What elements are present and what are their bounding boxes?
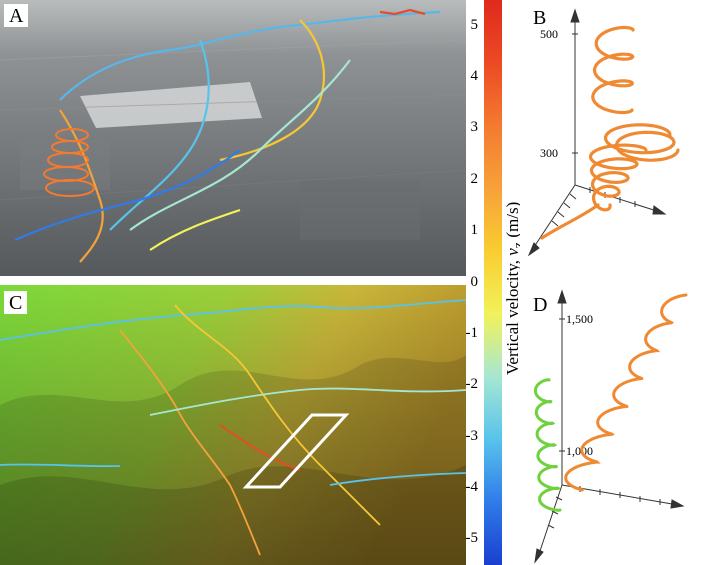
- panel-label-a: A: [4, 4, 29, 27]
- colorbar-tick-label: -4: [465, 478, 479, 495]
- helix-b-tail: [540, 203, 600, 240]
- x-axis-d: [537, 484, 563, 558]
- z-tick-label-b-300: 300: [540, 146, 558, 160]
- selection-box: [242, 413, 350, 489]
- axes-d: [534, 289, 685, 564]
- colorbar-tick-label: -1: [465, 324, 479, 341]
- colorbar-tick-label: -2: [465, 376, 479, 393]
- helix-b-lower: [588, 143, 648, 212]
- colorbar-tick-label: 0: [470, 273, 479, 290]
- panel-d-plot: 1,500 1,000: [533, 289, 688, 564]
- panel-b-plot: 500 300: [527, 8, 680, 257]
- panel-c-scene: [0, 285, 466, 565]
- colorbar-tick-label: 3: [470, 119, 479, 136]
- colorbar-tick-label: 1: [470, 222, 479, 239]
- flight-tracks-a: [14, 8, 441, 263]
- flight-tracks-c: [0, 299, 466, 556]
- helix-d-green-spiral: [533, 378, 562, 512]
- helix-d-orange: [564, 293, 688, 492]
- panel-label-b: B: [528, 6, 552, 29]
- airfield-area: [80, 82, 262, 128]
- thermal-helix-a: [43, 128, 95, 197]
- z-tick-label-d-1000: 1,000: [566, 444, 593, 458]
- helix-b-middle: [603, 123, 680, 162]
- x-axis-b: [531, 184, 576, 251]
- y-axis-b: [574, 184, 661, 213]
- z-tick-label-d-1500: 1,500: [566, 312, 593, 326]
- colorbar-tick-label: 2: [470, 170, 479, 187]
- z-tick-label-b-500: 500: [540, 27, 558, 41]
- helix-b-upper: [591, 25, 635, 115]
- panel-a: A: [0, 0, 466, 276]
- panel-d: 1,500 1,000 D: [520, 285, 715, 565]
- panel-b: 500 300 B: [520, 0, 715, 276]
- helix-d-green: [533, 378, 562, 512]
- panel-c: C: [0, 285, 466, 565]
- colorbar-tick-label: -5: [465, 530, 479, 547]
- panel-label-d: D: [528, 293, 553, 316]
- helix-b: [540, 25, 680, 240]
- colorbar-gradient: [484, 0, 502, 565]
- panel-a-scene: [0, 0, 466, 276]
- panel-label-c: C: [4, 291, 28, 314]
- colorbar-tick-label: 4: [470, 68, 479, 85]
- colorbar: [484, 0, 504, 565]
- helix-d-orange-spiral: [564, 293, 688, 492]
- colorbar-tick-label: 5: [470, 16, 479, 33]
- colorbar-tick-label: -3: [465, 427, 479, 444]
